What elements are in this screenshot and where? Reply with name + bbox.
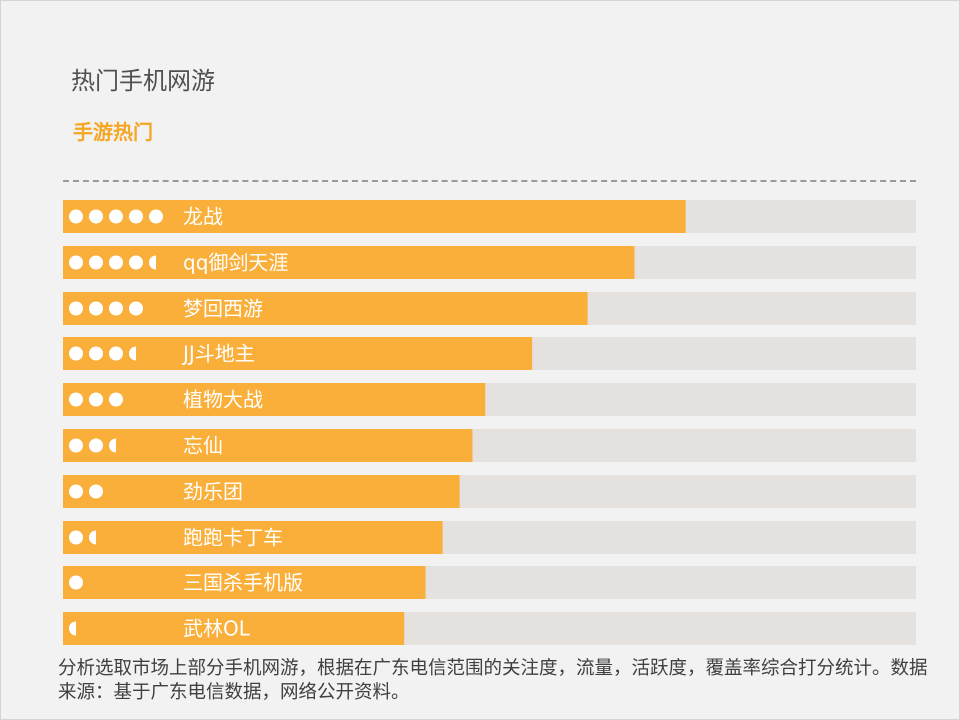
bar-value bbox=[63, 337, 533, 370]
rating-half-dot-icon bbox=[109, 438, 116, 453]
rating-dot-icon bbox=[109, 346, 123, 361]
rating-dot-icon bbox=[109, 392, 123, 407]
rating-half-dot-icon bbox=[129, 346, 136, 361]
bar-value bbox=[63, 521, 443, 554]
chart-subtitle: 手游热门 bbox=[73, 120, 153, 144]
rating-dot-icon bbox=[89, 438, 103, 453]
rating-dot-icon bbox=[109, 255, 123, 270]
rating-dot-icon bbox=[89, 484, 103, 499]
rating-dot-icon bbox=[69, 209, 83, 224]
rating-dot-icon bbox=[69, 530, 83, 545]
bar-label: 龙战 bbox=[183, 205, 223, 229]
bar-label: 劲乐团 bbox=[183, 480, 243, 504]
bar-label: 忘仙 bbox=[183, 434, 223, 458]
rating-dot-icon bbox=[89, 209, 103, 224]
bar-value bbox=[63, 566, 426, 599]
rating-dot-icon bbox=[129, 255, 143, 270]
rating-half-dot-icon bbox=[69, 621, 76, 636]
rating-dot-icon bbox=[109, 301, 123, 316]
bar-value bbox=[63, 200, 686, 233]
bar-row: JJ斗地主 bbox=[63, 337, 916, 370]
bar-label: 武林OL bbox=[183, 617, 251, 641]
rating-dot-icon bbox=[129, 209, 143, 224]
bar-label: JJ斗地主 bbox=[181, 342, 255, 366]
rating-dot-icon bbox=[69, 575, 83, 590]
dashed-divider bbox=[63, 180, 916, 182]
bar-row: 忘仙 bbox=[63, 429, 916, 462]
bar-label: 梦回西游 bbox=[183, 297, 263, 321]
bar-value bbox=[63, 292, 588, 325]
bar-value bbox=[63, 429, 473, 462]
rating-dot-icon bbox=[109, 209, 123, 224]
bar-label: 植物大战 bbox=[183, 388, 263, 412]
bar-label: qq御剑天涯 bbox=[183, 251, 288, 275]
bar-row: 植物大战 bbox=[63, 383, 916, 416]
rating-dot-icon bbox=[89, 255, 103, 270]
bar-row: 梦回西游 bbox=[63, 292, 916, 325]
rating-dot-icon bbox=[69, 301, 83, 316]
bar-row: 劲乐团 bbox=[63, 475, 916, 508]
bar-row: 三国杀手机版 bbox=[63, 566, 916, 599]
bar-row: 龙战 bbox=[63, 200, 916, 233]
rating-half-dot-icon bbox=[89, 530, 96, 545]
rating-dot-icon bbox=[129, 301, 143, 316]
rating-dot-icon bbox=[89, 346, 103, 361]
rating-dot-icon bbox=[69, 346, 83, 361]
bar-row: 武林OL bbox=[63, 612, 916, 645]
footnote: 分析选取市场上部分手机网游，根据在广东电信范围的关注度，流量，活跃度，覆盖率综合… bbox=[58, 658, 928, 703]
rating-dot-icon bbox=[69, 484, 83, 499]
rating-dot-icon bbox=[69, 255, 83, 270]
bar-value bbox=[63, 383, 486, 416]
rating-half-dot-icon bbox=[149, 255, 156, 270]
bar-row: 跑跑卡丁车 bbox=[63, 521, 916, 554]
rating-dot-icon bbox=[89, 392, 103, 407]
rating-dot-icon bbox=[69, 438, 83, 453]
page-title: 热门手机网游 bbox=[71, 67, 215, 95]
bar-value bbox=[63, 612, 405, 645]
bar-label: 跑跑卡丁车 bbox=[183, 526, 283, 550]
rating-dot-icon bbox=[69, 392, 83, 407]
bar-label: 三国杀手机版 bbox=[183, 571, 303, 595]
rating-dot-icon bbox=[149, 209, 163, 224]
bar-value bbox=[63, 246, 635, 279]
bar-value bbox=[63, 475, 460, 508]
rating-dot-icon bbox=[89, 301, 103, 316]
bar-row: qq御剑天涯 bbox=[63, 246, 916, 279]
